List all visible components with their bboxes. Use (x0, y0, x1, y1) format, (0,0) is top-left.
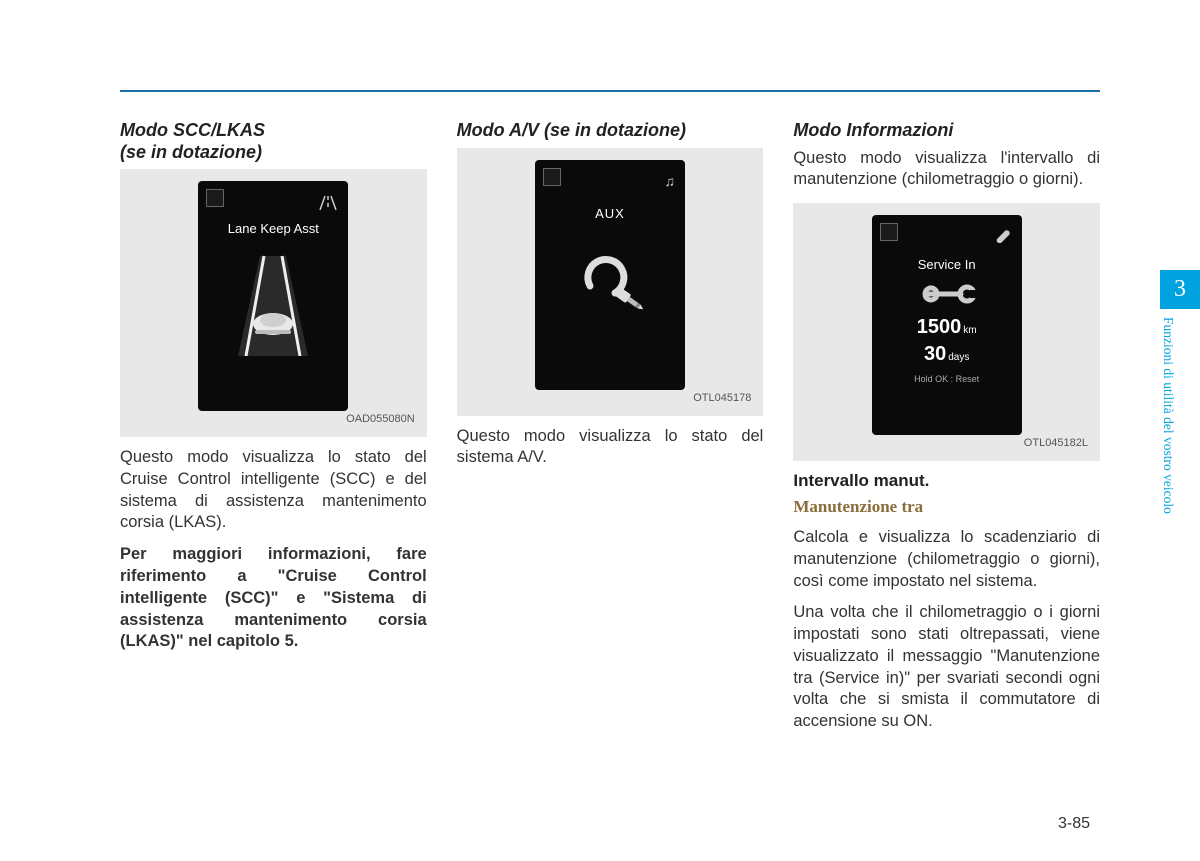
wrench-icon-small (994, 229, 1012, 243)
svc-km-unit: km (963, 325, 976, 336)
aux-jack-icon (575, 241, 645, 311)
av-screen: ♫ AUX (535, 160, 685, 390)
col2-heading: Modo A/V (se in dotazione) (457, 120, 764, 142)
service-screen: Service In 1500km 30days Hold OK : Reset (872, 215, 1022, 435)
svc-title: Service In (878, 257, 1016, 272)
col1-para2: Per maggiori informazioni, fare riferime… (120, 544, 427, 653)
svc-reset-hint: Hold OK : Reset (878, 374, 1016, 384)
top-rule (120, 90, 1100, 92)
fig-code-3: OTL045182L (805, 437, 1088, 449)
svc-km-value: 1500 (917, 316, 962, 338)
music-note-icon: ♫ (665, 173, 676, 189)
lkas-road-graphic (218, 246, 328, 356)
col3-sub2: Manutenzione tra (793, 497, 1100, 517)
lkas-title: Lane Keep Asst (204, 221, 342, 236)
column-3: Modo Informazioni Questo modo visualizza… (793, 120, 1100, 733)
svc-km-line: 1500km (878, 316, 1016, 339)
lane-icon (318, 194, 338, 210)
chapter-label: Funzioni di utilità del vostro veicolo (1160, 309, 1176, 639)
page-number: 3-85 (1058, 815, 1090, 833)
figure-lkas: Lane Keep Asst (120, 169, 427, 437)
figure-av: ♫ AUX OTL045178 (457, 148, 764, 416)
svc-days-unit: days (948, 352, 969, 363)
col3-para1: Calcola e visualizza lo scadenziario di … (793, 527, 1100, 592)
av-top-icon-row: ♫ (541, 170, 679, 192)
col3-intro: Questo modo visualizza l'intervallo di m… (793, 148, 1100, 192)
svc-top-icon-row (878, 225, 1016, 247)
wrench-icon (917, 282, 977, 306)
lkas-screen: Lane Keep Asst (198, 181, 348, 411)
svc-days-value: 30 (924, 343, 946, 365)
svc-days-line: 30days (878, 343, 1016, 366)
figure-service: Service In 1500km 30days Hold OK : Reset… (793, 203, 1100, 461)
col1-para1: Questo modo visualizza lo stato del Crui… (120, 447, 427, 534)
screen-indicator-box (543, 168, 561, 186)
chapter-side-tab: 3 Funzioni di utilità del vostro veicolo (1160, 270, 1200, 639)
col2-para1: Questo modo visualizza lo stato del sist… (457, 426, 764, 470)
content-columns: Modo SCC/LKAS (se in dotazione) Lane Kee… (120, 120, 1100, 733)
fig-code-1: OAD055080N (132, 413, 415, 425)
manual-page: Modo SCC/LKAS (se in dotazione) Lane Kee… (0, 0, 1200, 861)
screen-indicator-box (880, 223, 898, 241)
lkas-top-icon-row (204, 191, 342, 213)
av-title: AUX (541, 206, 679, 221)
column-1: Modo SCC/LKAS (se in dotazione) Lane Kee… (120, 120, 427, 733)
chapter-number: 3 (1160, 270, 1200, 309)
col1-heading: Modo SCC/LKAS (se in dotazione) (120, 120, 427, 163)
col3-sub1: Intervallo manut. (793, 471, 1100, 491)
screen-indicator-box (206, 189, 224, 207)
col3-para2: Una volta che il chilometraggio o i gior… (793, 602, 1100, 733)
column-2: Modo A/V (se in dotazione) ♫ AUX (457, 120, 764, 733)
fig-code-2: OTL045178 (469, 392, 752, 404)
col3-heading: Modo Informazioni (793, 120, 1100, 142)
